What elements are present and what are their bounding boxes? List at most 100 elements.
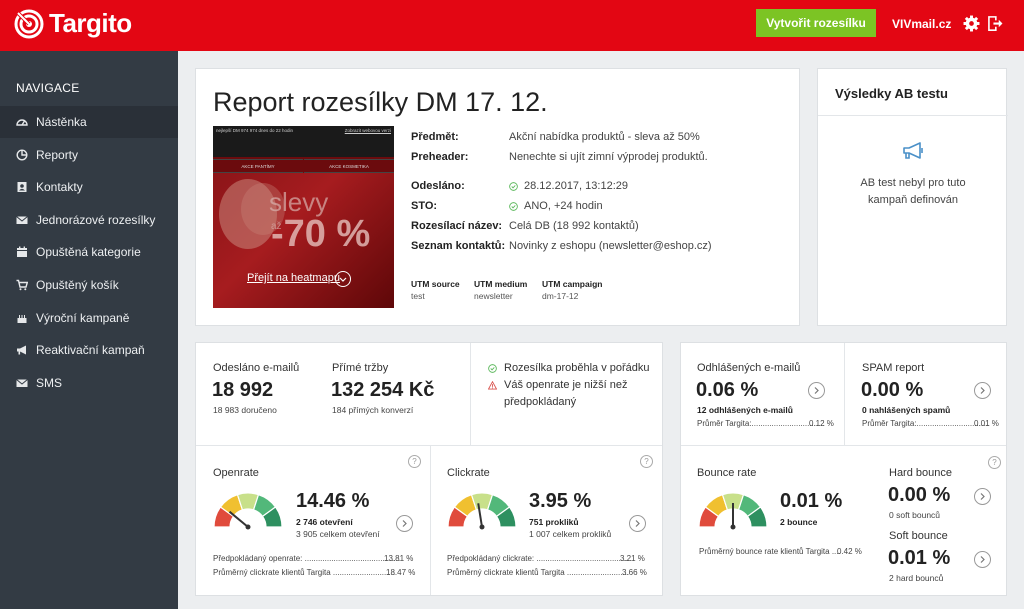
check-icon bbox=[509, 202, 518, 211]
utm-source-value: test bbox=[411, 291, 425, 301]
preview-percent: -70 % bbox=[271, 213, 371, 255]
gauge-needle bbox=[477, 503, 483, 528]
chevron-right-icon bbox=[635, 520, 640, 527]
sidebar-item-abandoned-category[interactable]: Opuštěná kategorie bbox=[0, 236, 178, 268]
soft-bounce-value: 0.01 % bbox=[888, 547, 951, 569]
clickrate-gauge bbox=[447, 492, 517, 530]
heatmap-button[interactable] bbox=[335, 271, 351, 287]
spam-value: 0.00 % bbox=[861, 379, 924, 401]
unsubscribe-value: 0.06 % bbox=[696, 379, 759, 401]
sidebar-item-dashboard[interactable]: Nástěnka bbox=[0, 106, 178, 138]
soft-bounce-detail-button[interactable] bbox=[974, 551, 991, 568]
bounce-value: 0.01 % bbox=[780, 490, 843, 512]
sidebar: NAVIGACE Nástěnka Reporty Kontakty Jedno… bbox=[0, 51, 178, 609]
help-icon[interactable]: ? bbox=[640, 455, 653, 468]
name-value: Celá DB (18 992 kontaktů) bbox=[509, 220, 639, 232]
unsubscribe-label: Odhlášených e-mailů bbox=[697, 362, 801, 374]
sto-value: ANO, +24 hodin bbox=[524, 200, 603, 212]
sent-emails-label: Odesláno e-mailů bbox=[213, 362, 300, 374]
list-label: Seznam kontaktů: bbox=[411, 240, 506, 252]
sidebar-item-reports[interactable]: Reporty bbox=[0, 139, 178, 171]
subject-value: Akční nabídka produktů - sleva až 50% bbox=[509, 131, 700, 143]
sent-value: 28.12.2017, 13:12:29 bbox=[524, 180, 628, 192]
sidebar-item-label: Opuštěná kategorie bbox=[36, 245, 141, 259]
ab-test-card: Výsledky AB testu AB test nebyl pro tuto… bbox=[817, 68, 1008, 326]
avg-clickrate-value: 3.66 % bbox=[622, 568, 647, 577]
sidebar-item-sms[interactable]: SMS bbox=[0, 367, 178, 399]
openrate-detail-button[interactable] bbox=[396, 515, 413, 532]
create-campaign-button[interactable]: Vytvořit rozesílku bbox=[756, 9, 876, 37]
pie-chart-icon bbox=[16, 149, 28, 161]
check-icon bbox=[488, 364, 497, 373]
utm-campaign-value: dm-17-12 bbox=[542, 291, 579, 301]
bounce-count: 2 bounce bbox=[780, 517, 818, 527]
sidebar-item-label: SMS bbox=[36, 376, 63, 390]
report-card: Report rozesílky DM 17. 12. nejlepší DM … bbox=[195, 68, 800, 326]
calendar-icon bbox=[17, 246, 27, 257]
target-logo-icon bbox=[14, 9, 44, 38]
divider bbox=[470, 343, 471, 445]
chevron-right-icon bbox=[980, 387, 985, 394]
chevron-right-icon bbox=[814, 387, 819, 394]
status-ok-text: Rozesílka proběhla v pořádku bbox=[504, 362, 650, 374]
unsubscribe-detail-button[interactable] bbox=[808, 382, 825, 399]
sidebar-item-label: Kontakty bbox=[36, 180, 83, 194]
openrate-gauge bbox=[213, 492, 283, 530]
avg-openrate-value: 18.47 % bbox=[386, 568, 416, 577]
opened-count: 2 746 otevření bbox=[296, 517, 353, 527]
avg-openrate-label: Průměrný clickrate klientů Targita .....… bbox=[213, 568, 396, 577]
account-name[interactable]: VIVmail.cz bbox=[892, 17, 952, 31]
help-icon[interactable]: ? bbox=[988, 456, 1001, 469]
spam-avg-label: Průměr Targita:.........................… bbox=[862, 419, 990, 428]
hard-bounce-detail-button[interactable] bbox=[974, 488, 991, 505]
megaphone-icon bbox=[903, 142, 923, 159]
sidebar-item-one-time[interactable]: Jednorázové rozesílky bbox=[0, 204, 178, 236]
clickrate-value: 3.95 % bbox=[529, 490, 592, 512]
sidebar-item-contacts[interactable]: Kontakty bbox=[0, 171, 178, 203]
logout-icon[interactable] bbox=[986, 15, 1003, 32]
sidebar-item-abandoned-cart[interactable]: Opuštěný košík bbox=[0, 269, 178, 301]
gauge-hub bbox=[479, 524, 485, 530]
bounce-gauge bbox=[698, 492, 768, 530]
top-header: Targito Vytvořit rozesílku VIVmail.cz bbox=[0, 0, 1024, 51]
avg-clickrate-label: Průměrný clickrate klientů Targita .....… bbox=[447, 568, 630, 577]
openrate-label: Openrate bbox=[213, 467, 259, 479]
divider bbox=[430, 445, 431, 595]
clickrate-detail-button[interactable] bbox=[629, 515, 646, 532]
hard-bounce-sub: 0 soft bounců bbox=[889, 510, 941, 520]
sent-emails-value: 18 992 bbox=[212, 379, 274, 401]
preview-small: až bbox=[271, 221, 282, 232]
delivered-text: 18 983 doručeno bbox=[213, 405, 277, 415]
sidebar-item-anniversary[interactable]: Výroční kampaně bbox=[0, 302, 178, 334]
spam-avg-value: 0.01 % bbox=[974, 419, 999, 428]
sidebar-item-label: Opuštěný košík bbox=[36, 278, 119, 292]
nav-title: NAVIGACE bbox=[16, 81, 80, 95]
sms-icon bbox=[16, 379, 28, 387]
hard-bounce-value: 0.00 % bbox=[888, 484, 951, 506]
preview-banner: slevy až -70 % bbox=[213, 173, 394, 308]
check-icon bbox=[509, 182, 518, 191]
targito-logo[interactable]: Targito bbox=[14, 8, 132, 39]
email-preview[interactable]: nejlepší DM 974 974 dnes do 22 hodin Zob… bbox=[213, 126, 394, 308]
preview-topbar-text: nejlepší DM 974 974 dnes do 22 hodin bbox=[216, 128, 294, 133]
bounce-avg-value: 0.42 % bbox=[837, 547, 862, 556]
sidebar-item-reactivation[interactable]: Reaktivační kampaň bbox=[0, 334, 178, 366]
gear-icon[interactable] bbox=[963, 15, 980, 32]
unsubscribe-avg-label: Průměr Targita:.........................… bbox=[697, 419, 825, 428]
chevron-right-icon bbox=[980, 556, 985, 563]
clickrate-label: Clickrate bbox=[447, 467, 490, 479]
expected-clickrate-label: Předpokládaný clickrate: ...............… bbox=[447, 554, 632, 563]
gauge-hub bbox=[730, 524, 736, 530]
gauge-needle bbox=[228, 510, 249, 528]
expected-clickrate-value: 3.21 % bbox=[620, 554, 645, 563]
cake-icon bbox=[17, 315, 27, 323]
help-icon[interactable]: ? bbox=[408, 455, 421, 468]
preheader-label: Preheader: bbox=[411, 151, 469, 163]
utm-source-label: UTM source bbox=[411, 279, 460, 289]
heatmap-link[interactable]: Přejít na heatmapu bbox=[247, 272, 340, 284]
openrate-value: 14.46 % bbox=[296, 490, 370, 512]
divider bbox=[844, 343, 845, 445]
subject-label: Předmět: bbox=[411, 131, 459, 143]
clicks-count: 751 prokliků bbox=[529, 517, 579, 527]
spam-detail-button[interactable] bbox=[974, 382, 991, 399]
